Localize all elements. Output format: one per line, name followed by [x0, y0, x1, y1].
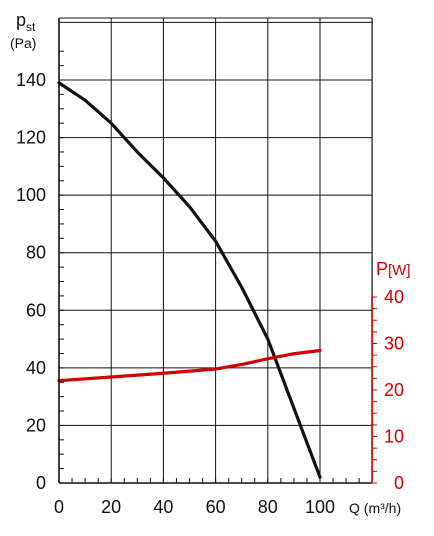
left-tick-label: 40: [26, 358, 46, 378]
left-axis-title-sub: st: [26, 20, 36, 34]
left-tick-label: 20: [26, 415, 46, 435]
bottom-tick-label: 20: [101, 497, 121, 517]
left-axis-title-main: p: [16, 10, 26, 30]
left-tick-label: 100: [16, 185, 46, 205]
bottom-tick-label: 60: [206, 497, 226, 517]
series-group: [57, 81, 322, 479]
left-tick-label: 140: [16, 70, 46, 90]
left-axis-title: pst: [16, 10, 36, 34]
bottom-tick-label: 0: [54, 497, 64, 517]
left-tick-label: 80: [26, 243, 46, 263]
right-tick-label: 0: [394, 473, 404, 493]
left-tick-label: 60: [26, 300, 46, 320]
right-tick-label: 10: [384, 427, 404, 447]
power-curve: [57, 348, 322, 383]
right-tick-label: 20: [384, 380, 404, 400]
x-axis-title: Q (m³/h): [349, 500, 401, 516]
minor-ticks: [58, 50, 377, 484]
left-tick-label: 0: [36, 473, 46, 493]
bottom-tick-label: 80: [258, 497, 278, 517]
axes: [58, 18, 373, 484]
bottom-tick-label: 40: [153, 497, 173, 517]
right-tick-label: 40: [384, 287, 404, 307]
left-tick-label: 120: [16, 128, 46, 148]
pressure-curve: [57, 81, 322, 479]
axis-labels: 0 20 40 60 80 100 120 140 0 20 40 60 80 100 0 10 20 30 40 p…: [10, 10, 411, 517]
left-axis-unit: (Pa): [10, 35, 36, 51]
grid: [58, 17, 373, 484]
right-axis-title-main: P: [376, 259, 388, 279]
right-tick-label: 30: [384, 334, 404, 354]
bottom-tick-label: 100: [305, 497, 335, 517]
right-axis-title-unit: [W]: [388, 262, 411, 279]
right-axis-title: P[W]: [376, 259, 411, 279]
